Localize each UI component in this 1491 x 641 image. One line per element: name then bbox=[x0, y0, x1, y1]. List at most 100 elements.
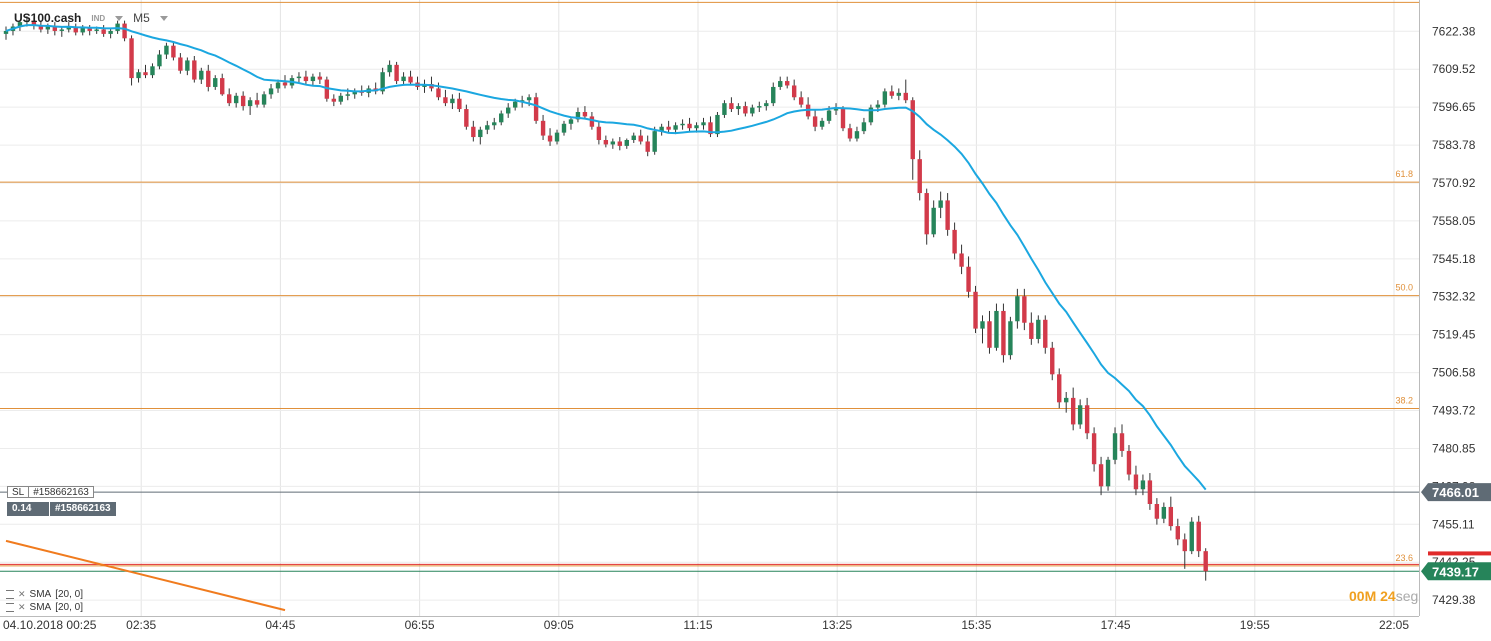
timer-minutes: 00M bbox=[1349, 588, 1377, 604]
candle-down bbox=[798, 97, 804, 105]
candle-up bbox=[875, 104, 881, 108]
candle-down bbox=[1168, 506, 1174, 527]
candle-up bbox=[24, 20, 30, 23]
candle-up bbox=[1112, 433, 1118, 460]
list-icon bbox=[6, 590, 14, 599]
candle-up bbox=[512, 101, 518, 108]
price-tick-label: 7570.92 bbox=[1432, 176, 1476, 190]
candle-down bbox=[889, 91, 895, 96]
time-tick-label: 22:05 bbox=[1379, 618, 1409, 632]
candle-up bbox=[310, 76, 316, 82]
candle-down bbox=[1043, 319, 1048, 348]
time-tick-label: 06:55 bbox=[405, 618, 435, 632]
candle-down bbox=[603, 140, 609, 145]
time-tick-label: 04.10.2018 00:25 bbox=[3, 618, 97, 632]
candle-down bbox=[471, 126, 476, 138]
candle-up bbox=[861, 122, 867, 132]
candle-down bbox=[38, 25, 44, 30]
candle-down bbox=[812, 116, 818, 127]
indicator-sma-2[interactable]: ✕ SMA [20, 0] bbox=[6, 602, 83, 613]
candle-up bbox=[80, 28, 85, 33]
close-icon[interactable]: ✕ bbox=[18, 589, 26, 599]
candle-down bbox=[987, 321, 992, 348]
candle-up bbox=[575, 112, 581, 120]
candle-down bbox=[143, 72, 148, 76]
indicator-params: [20, 0] bbox=[55, 602, 84, 613]
candle-down bbox=[1126, 450, 1132, 475]
candle-up bbox=[1064, 397, 1069, 403]
candles bbox=[3, 16, 1208, 581]
indicator-sma-1[interactable]: ✕ SMA [20, 0] bbox=[6, 589, 83, 600]
chevron-down-icon[interactable] bbox=[159, 15, 168, 21]
candle-up bbox=[59, 29, 64, 31]
price-lines bbox=[0, 491, 1419, 572]
candle-down bbox=[589, 116, 595, 127]
chevron-down-icon[interactable] bbox=[115, 15, 124, 21]
close-icon[interactable]: ✕ bbox=[18, 602, 26, 612]
last-price-label-bg bbox=[1421, 562, 1491, 581]
candle-up bbox=[17, 22, 23, 27]
candle-down bbox=[303, 76, 309, 82]
candle-up bbox=[185, 60, 190, 71]
price-tick-label: 7455.11 bbox=[1432, 517, 1475, 531]
candle-up bbox=[673, 125, 678, 130]
candle-up bbox=[868, 107, 874, 123]
sl-ticket: #158662163 bbox=[29, 486, 94, 498]
candle-down bbox=[1098, 464, 1104, 487]
timer-unit: seg bbox=[1395, 588, 1419, 604]
candle-down bbox=[687, 123, 692, 129]
candle-down bbox=[910, 100, 915, 160]
candle-up bbox=[157, 54, 162, 67]
timeframe-selector[interactable]: M5 bbox=[133, 11, 150, 25]
candle-down bbox=[129, 38, 134, 79]
position-ticket: #158662163 bbox=[49, 502, 116, 516]
time-tick-label: 15:35 bbox=[961, 618, 991, 632]
price-tick-label: 7519.45 bbox=[1432, 328, 1476, 342]
candle-down bbox=[1022, 296, 1027, 323]
candle-down bbox=[708, 122, 713, 135]
stop-loss-tag[interactable]: SL #158662163 bbox=[7, 486, 94, 498]
candle-up bbox=[854, 131, 860, 139]
list-icon bbox=[6, 603, 14, 612]
candle-down bbox=[1091, 433, 1097, 465]
candle-down bbox=[394, 64, 399, 82]
candle-down bbox=[959, 253, 964, 267]
candle-up bbox=[199, 70, 204, 80]
candle-up bbox=[652, 131, 657, 152]
timer-seconds: 24 bbox=[1380, 588, 1396, 604]
candle-up bbox=[631, 135, 636, 140]
position-volume: 0.14 bbox=[7, 502, 49, 516]
sl-label: SL bbox=[7, 486, 30, 498]
candle-up bbox=[296, 76, 302, 79]
candle-down bbox=[101, 29, 106, 34]
candle-up bbox=[526, 97, 532, 101]
candle-down bbox=[666, 126, 671, 130]
candle-down bbox=[227, 94, 232, 104]
time-axis: 04.10.2018 00:25 02:35 04:45 06:55 09:05 11:1… bbox=[3, 618, 1409, 632]
fib-level-label: 23.6 bbox=[1395, 553, 1413, 563]
fib-level-label: 61.8 bbox=[1395, 169, 1413, 179]
candle-up bbox=[1189, 521, 1194, 552]
candle-up bbox=[1008, 321, 1013, 356]
candle-up bbox=[757, 106, 762, 108]
candle-up bbox=[568, 119, 574, 124]
candle-down bbox=[464, 109, 469, 127]
candle-up bbox=[722, 103, 727, 115]
candle-up bbox=[492, 122, 497, 126]
candle-up bbox=[882, 91, 888, 105]
symbol-label[interactable]: US100.cash bbox=[14, 11, 82, 25]
candle-down bbox=[1147, 480, 1153, 504]
candle-down bbox=[1175, 526, 1180, 540]
indicator-name: SMA bbox=[29, 602, 52, 613]
time-tick-label: 19:55 bbox=[1240, 618, 1270, 632]
candle-down bbox=[840, 109, 846, 129]
position-tag[interactable]: 0.14 #158662163 bbox=[7, 502, 116, 516]
candle-down bbox=[847, 128, 853, 139]
candle-down bbox=[596, 126, 602, 140]
candle-down bbox=[408, 76, 413, 83]
candle-up bbox=[499, 113, 504, 123]
candle-down bbox=[1084, 405, 1090, 434]
candle-down bbox=[192, 60, 197, 80]
candle-up bbox=[694, 125, 699, 129]
